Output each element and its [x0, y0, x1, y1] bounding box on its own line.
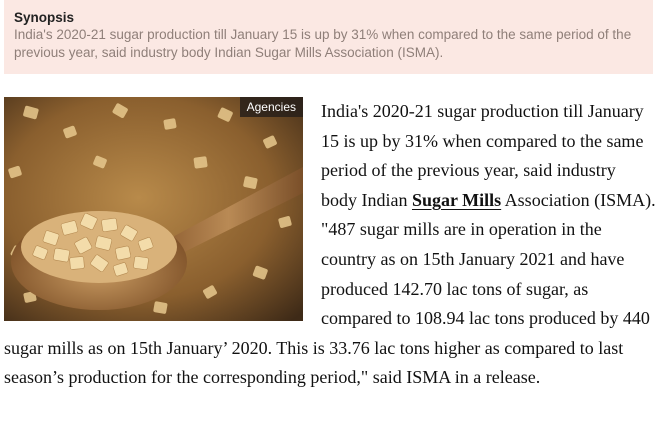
article-text-start: India's 2020-21 sugar production till Ja… — [321, 101, 644, 210]
article-text-rest: Association (ISMA). "487 sugar mills are… — [4, 189, 656, 388]
article-body: Agencies India's 2020-21 sugar productio… — [4, 94, 656, 393]
sugar-spoon-photo — [4, 97, 303, 321]
article-photo[interactable]: Agencies — [4, 97, 303, 321]
synopsis-title: Synopsis — [14, 10, 75, 25]
synopsis-text: India's 2020-21 sugar production till Ja… — [14, 27, 632, 60]
sugar-mills-link[interactable]: Sugar Mills — [411, 189, 502, 210]
synopsis-box: Synopsis India's 2020-21 sugar productio… — [4, 0, 653, 74]
photo-credit: Agencies — [239, 97, 303, 117]
